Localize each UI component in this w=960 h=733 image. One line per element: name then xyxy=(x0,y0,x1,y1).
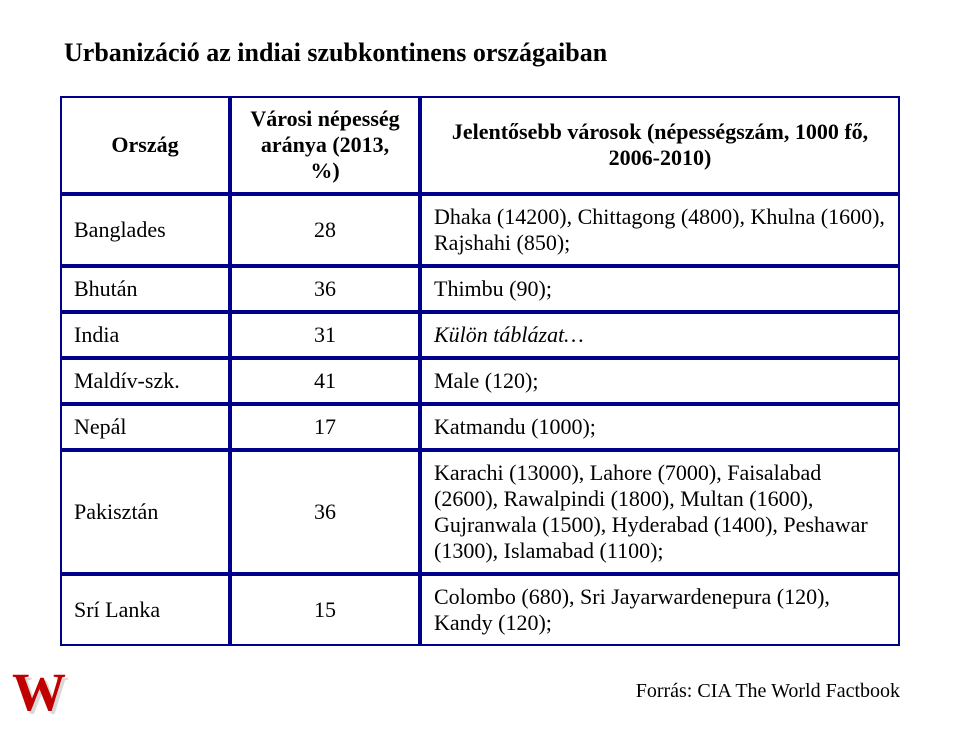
table-row: Bhután 36 Thimbu (90); xyxy=(60,266,900,312)
col-percent-header: Városi népesség aránya (2013, %) xyxy=(230,96,420,194)
cell-percent: 15 xyxy=(230,574,420,646)
table-header-row: Ország Városi népesség aránya (2013, %) … xyxy=(60,96,900,194)
table-row: Srí Lanka 15 Colombo (680), Sri Jayarwar… xyxy=(60,574,900,646)
cell-country: Maldív-szk. xyxy=(60,358,230,404)
table-row: Banglades 28 Dhaka (14200), Chittagong (… xyxy=(60,194,900,266)
cell-cities: Colombo (680), Sri Jayarwardenepura (120… xyxy=(420,574,900,646)
cell-percent: 28 xyxy=(230,194,420,266)
cell-percent: 36 xyxy=(230,266,420,312)
cell-cities: Külön táblázat… xyxy=(420,312,900,358)
cell-percent: 41 xyxy=(230,358,420,404)
cell-percent: 36 xyxy=(230,450,420,574)
cell-country: Banglades xyxy=(60,194,230,266)
cell-cities: Karachi (13000), Lahore (7000), Faisalab… xyxy=(420,450,900,574)
cell-country: Pakisztán xyxy=(60,450,230,574)
cell-country: India xyxy=(60,312,230,358)
cell-percent: 31 xyxy=(230,312,420,358)
data-table: Ország Városi népesség aránya (2013, %) … xyxy=(60,96,900,646)
watermark-icon: W W xyxy=(12,665,66,719)
page-title: Urbanizáció az indiai szubkontinens orsz… xyxy=(64,38,900,68)
col-country-header: Ország xyxy=(60,96,230,194)
table-row: India 31 Külön táblázat… xyxy=(60,312,900,358)
cell-percent: 17 xyxy=(230,404,420,450)
cell-cities: Katmandu (1000); xyxy=(420,404,900,450)
source-citation: Forrás: CIA The World Factbook xyxy=(636,680,900,703)
table-row: Nepál 17 Katmandu (1000); xyxy=(60,404,900,450)
cell-country: Nepál xyxy=(60,404,230,450)
cell-country: Srí Lanka xyxy=(60,574,230,646)
cell-cities: Thimbu (90); xyxy=(420,266,900,312)
watermark-letter: W xyxy=(12,662,66,722)
table-row: Maldív-szk. 41 Male (120); xyxy=(60,358,900,404)
cell-cities: Dhaka (14200), Chittagong (4800), Khulna… xyxy=(420,194,900,266)
table-row: Pakisztán 36 Karachi (13000), Lahore (70… xyxy=(60,450,900,574)
col-cities-header: Jelentősebb városok (népességszám, 1000 … xyxy=(420,96,900,194)
cell-cities: Male (120); xyxy=(420,358,900,404)
cell-country: Bhután xyxy=(60,266,230,312)
